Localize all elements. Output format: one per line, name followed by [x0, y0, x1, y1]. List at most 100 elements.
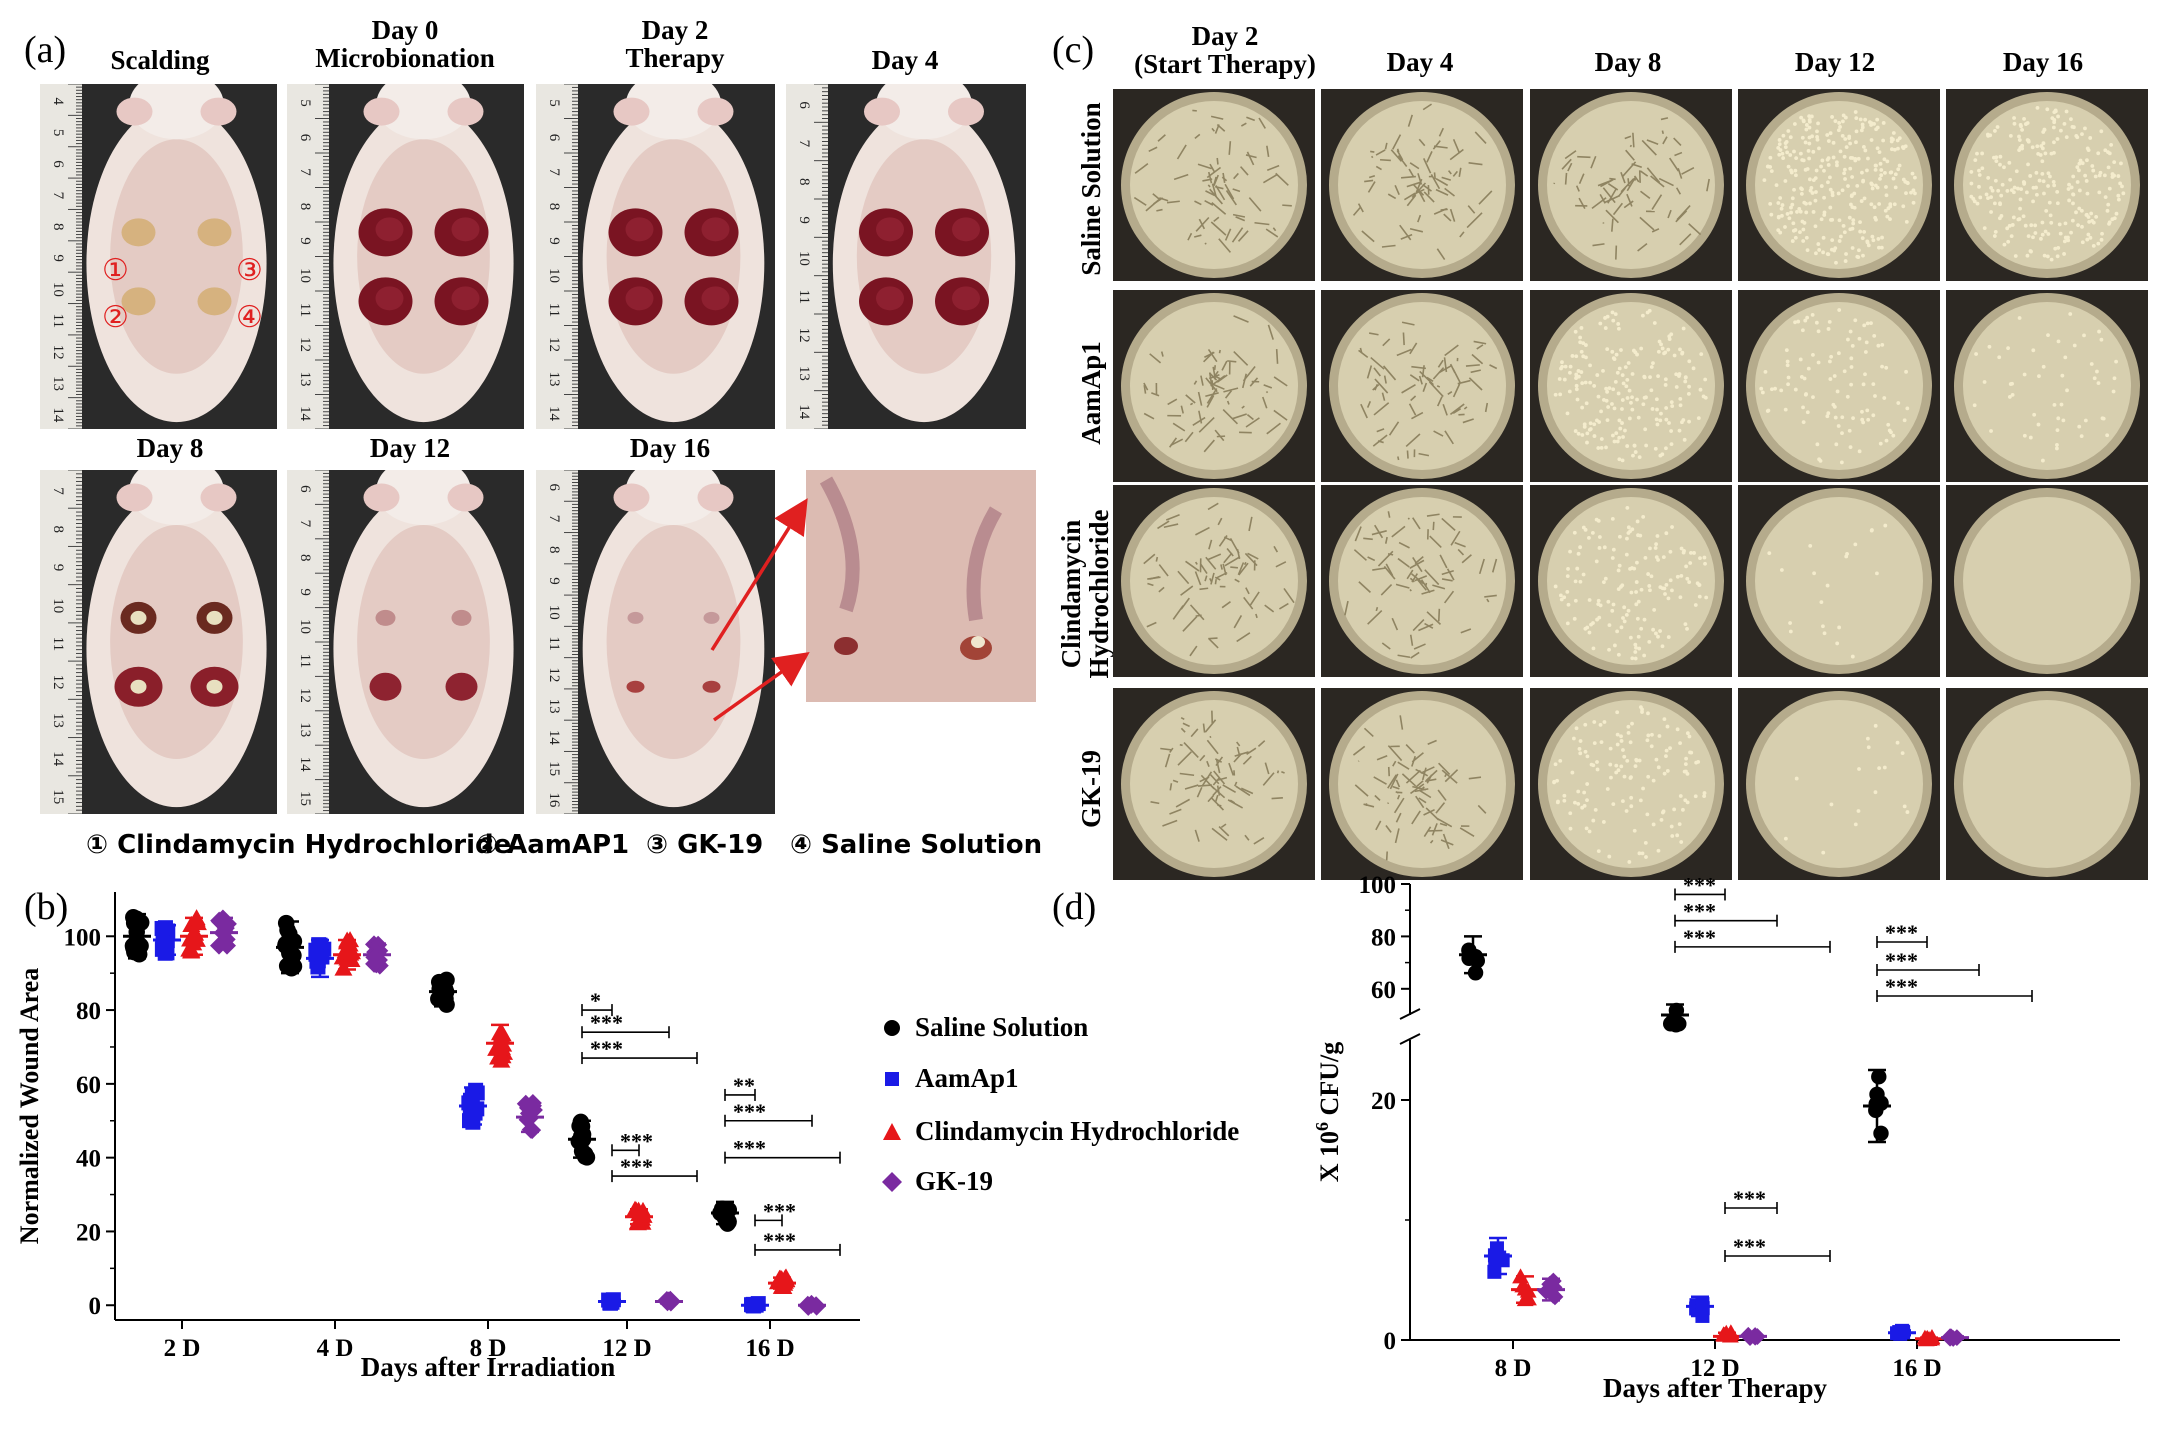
mouse-ear [948, 97, 984, 126]
bacterial-streak [1216, 123, 1226, 132]
ruler-number: 11 [546, 636, 562, 650]
colony [1877, 766, 1882, 770]
colony [2114, 211, 2119, 216]
colony [1663, 592, 1667, 596]
colony [1607, 647, 1611, 652]
bacterial-streak [1449, 208, 1456, 222]
bacterial-streak [1354, 526, 1362, 542]
colony [1863, 148, 1868, 153]
colony [1831, 402, 1836, 407]
y-tick-label: 0 [1384, 1328, 1397, 1355]
bacterial-streak [1246, 747, 1257, 755]
ruler-number: 5 [297, 99, 313, 107]
colony [1856, 156, 1861, 161]
bacterial-streak [1254, 221, 1270, 226]
bacterial-streak [1393, 797, 1405, 814]
bacterial-streak [1592, 243, 1605, 247]
colony [1786, 129, 1791, 133]
colony [1627, 388, 1632, 393]
colony [1801, 420, 1806, 425]
bacterial-streak [1433, 172, 1436, 180]
mouse-ear [116, 483, 153, 512]
ruler-number: 11 [297, 654, 313, 668]
colony [1678, 794, 1683, 798]
colony [1629, 775, 1633, 780]
bacterial-streak [1258, 117, 1266, 129]
bacterial-streak [1667, 209, 1672, 219]
bacterial-streak [1417, 214, 1422, 223]
ruler-number: 13 [546, 371, 562, 386]
panel-label-c: (c) [1052, 29, 1095, 71]
colony [1904, 369, 1908, 374]
colony [1865, 240, 1870, 245]
colony [1649, 388, 1654, 393]
colony [1811, 352, 1815, 357]
colony [1807, 156, 1812, 161]
wound-marker-1: ① [102, 253, 129, 288]
colony [1884, 185, 1888, 189]
bacterial-streak [1394, 185, 1400, 195]
colony [1695, 581, 1700, 586]
colony [1877, 245, 1881, 250]
colony [1596, 849, 1601, 853]
ruler-number: 11 [50, 637, 66, 651]
colony [2019, 124, 2023, 129]
dish-agar [1755, 700, 1923, 868]
colony [1592, 422, 1597, 427]
colony [1587, 630, 1592, 635]
colony [1837, 218, 1842, 223]
colony [1804, 123, 1809, 127]
colony [2031, 235, 2035, 240]
colony [1895, 138, 1900, 143]
bacterial-streak [1215, 185, 1226, 201]
petri-dish-drawing [1113, 485, 1315, 677]
panel-label-a: (a) [24, 29, 67, 71]
bacterial-streak [1207, 184, 1211, 188]
bacterial-streak [1211, 127, 1215, 132]
colony [2080, 224, 2084, 229]
bacterial-streak [1224, 183, 1235, 200]
colony [1853, 542, 1858, 547]
bacterial-streak [1431, 823, 1438, 836]
colony [1629, 590, 1634, 595]
colony [1819, 184, 1824, 188]
colony [2107, 186, 2112, 191]
bacterial-streak [1169, 808, 1182, 815]
bacterial-streak [1150, 801, 1160, 805]
colony [1615, 732, 1620, 737]
colony [1873, 394, 1877, 398]
colony [1662, 586, 1667, 591]
colony [1814, 190, 1818, 194]
colony [1571, 736, 1576, 741]
bacterial-streak [1194, 234, 1202, 238]
bacterial-streak [1567, 162, 1573, 172]
bacterial-streak [1406, 569, 1414, 580]
colony [1909, 190, 1913, 195]
bacterial-streak [1426, 611, 1442, 625]
colony [1870, 186, 1875, 191]
bacterial-streak [1358, 349, 1369, 359]
colony [1599, 409, 1603, 414]
colony [1557, 377, 1562, 381]
bacterial-streak [1262, 396, 1268, 409]
colony [1800, 219, 1805, 224]
colony [1867, 120, 1872, 125]
colony [1877, 150, 1882, 155]
colony [1835, 389, 1840, 394]
bacterial-streak [1627, 178, 1630, 187]
colony [2063, 221, 2068, 226]
bacterial-streak [1183, 742, 1199, 759]
colony [2017, 138, 2022, 142]
ruler-number: 7 [546, 168, 562, 176]
colony [1870, 528, 1874, 532]
petri-dish [1946, 290, 2148, 482]
colony [2006, 239, 2011, 244]
bacterial-streak [1411, 755, 1417, 767]
colony [2080, 240, 2085, 245]
bacterial-streak [1441, 570, 1454, 576]
colony [2086, 232, 2091, 237]
colony [1848, 141, 1853, 146]
bacterial-streak [1435, 188, 1449, 196]
bacterial-streak [1281, 771, 1285, 774]
bacterial-streak [1153, 197, 1164, 205]
